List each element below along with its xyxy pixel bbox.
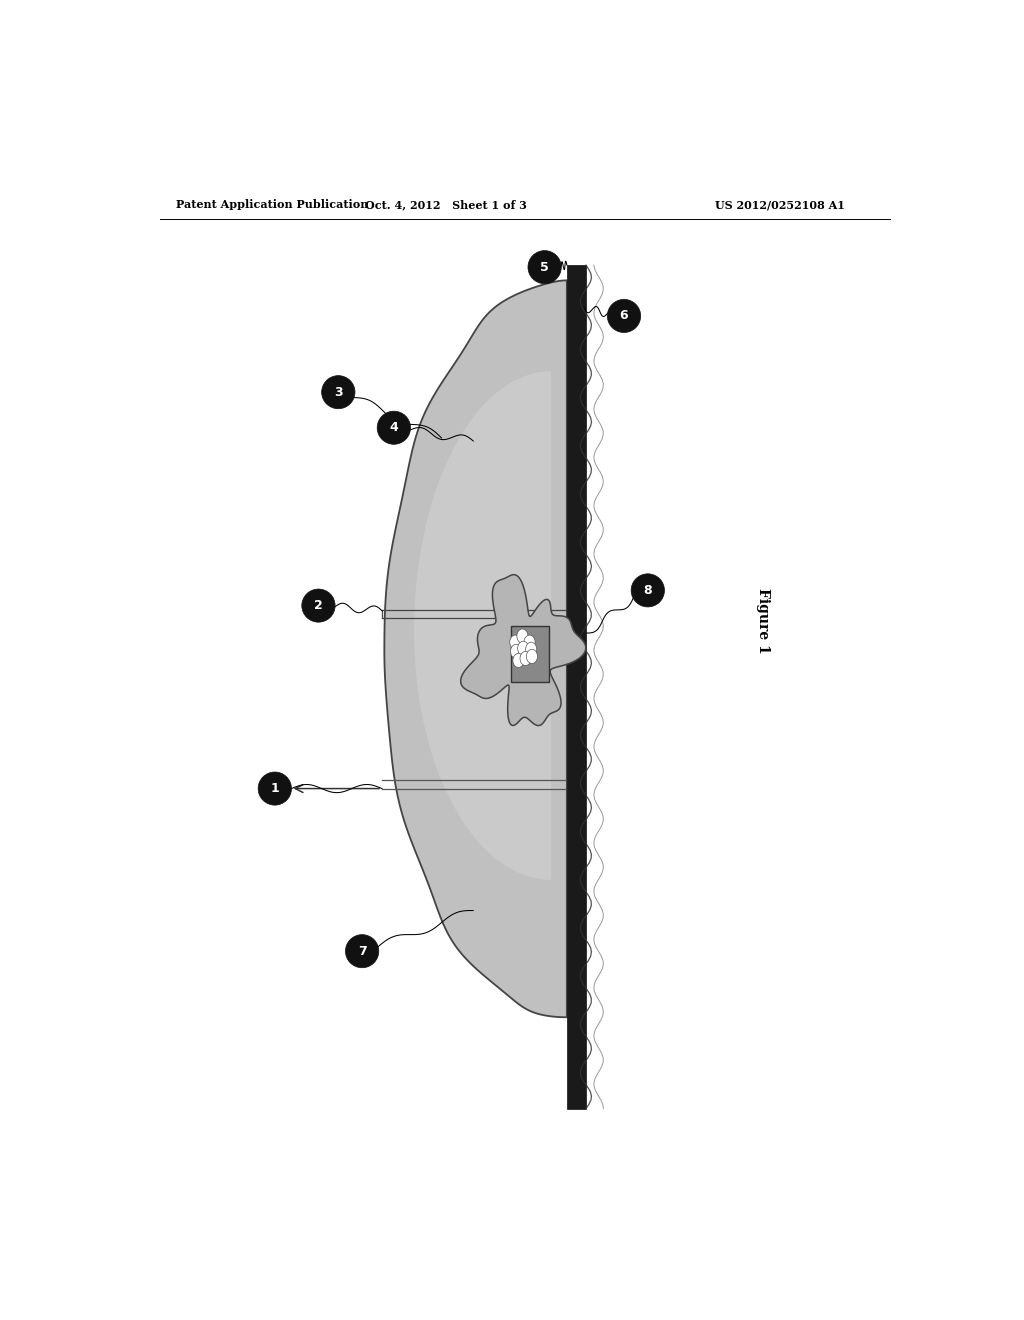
Text: Patent Application Publication: Patent Application Publication (176, 199, 368, 210)
Ellipse shape (258, 772, 292, 805)
Circle shape (520, 651, 531, 665)
Polygon shape (414, 371, 551, 880)
Bar (511, 627, 550, 682)
Ellipse shape (607, 300, 641, 333)
Bar (567, 265, 586, 1109)
Circle shape (517, 630, 528, 643)
Text: 4: 4 (389, 421, 398, 434)
Text: 7: 7 (357, 945, 367, 958)
Circle shape (510, 635, 521, 649)
Circle shape (525, 643, 537, 656)
Ellipse shape (345, 935, 379, 968)
Text: Oct. 4, 2012   Sheet 1 of 3: Oct. 4, 2012 Sheet 1 of 3 (365, 199, 526, 210)
Circle shape (518, 642, 528, 656)
Text: 5: 5 (541, 260, 549, 273)
Ellipse shape (302, 589, 335, 622)
Text: 3: 3 (334, 385, 343, 399)
Circle shape (513, 653, 524, 668)
Ellipse shape (377, 412, 411, 445)
Text: 2: 2 (314, 599, 323, 612)
Text: US 2012/0252108 A1: US 2012/0252108 A1 (715, 199, 845, 210)
Ellipse shape (322, 376, 355, 409)
Circle shape (511, 644, 521, 659)
Ellipse shape (528, 251, 561, 284)
Polygon shape (384, 280, 567, 1018)
Text: 6: 6 (620, 309, 629, 322)
Text: 1: 1 (270, 781, 280, 795)
Polygon shape (461, 574, 586, 726)
Text: Figure 1: Figure 1 (756, 587, 770, 653)
Text: 8: 8 (643, 583, 652, 597)
Ellipse shape (631, 574, 665, 607)
Circle shape (526, 649, 538, 664)
Circle shape (524, 635, 536, 649)
